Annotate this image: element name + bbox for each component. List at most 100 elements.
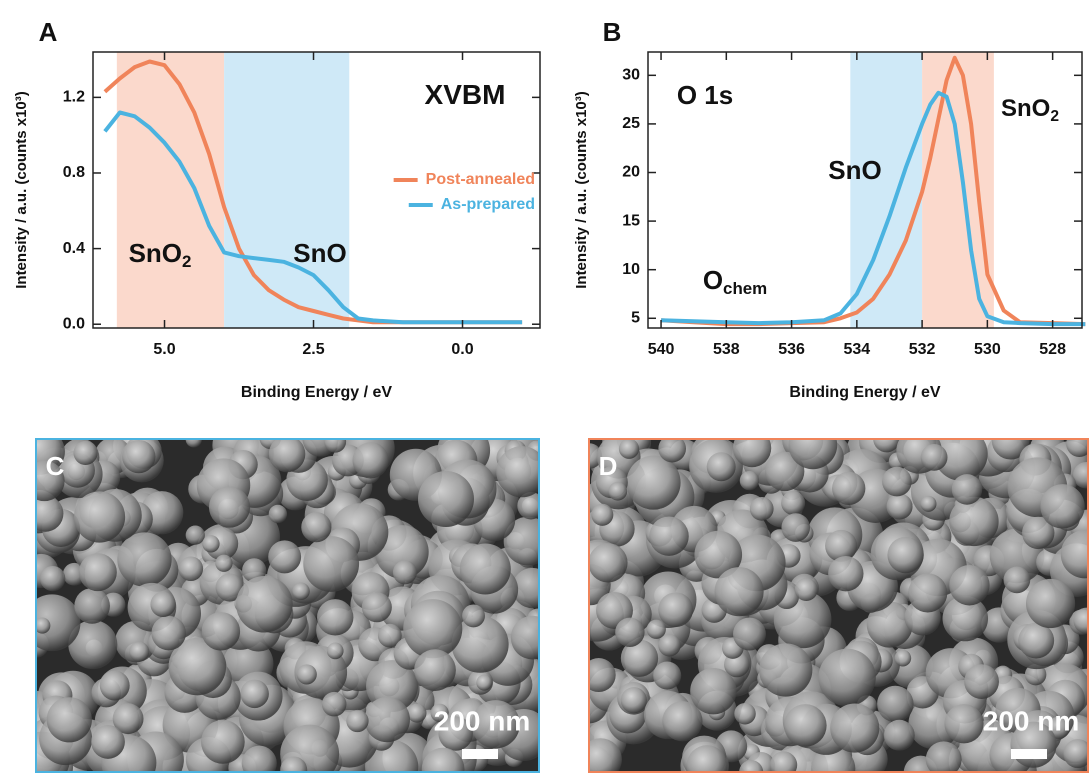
sem-particle — [73, 441, 97, 465]
sem-particle — [789, 421, 838, 470]
sem-particle — [818, 649, 875, 706]
sem-particle — [588, 543, 627, 582]
sem-particle — [784, 704, 827, 747]
sem-particle — [591, 504, 613, 526]
sem-particle — [240, 680, 269, 709]
annotation-text: XVBM — [425, 79, 506, 110]
x-axis-label: Binding Energy / eV — [789, 384, 940, 401]
sem-particle — [1040, 484, 1084, 528]
sem-particle — [74, 491, 125, 542]
sem-particle — [582, 658, 616, 692]
y-tick-label: 1.2 — [63, 89, 85, 106]
sem-particle — [759, 643, 812, 696]
sem-particle — [327, 643, 344, 660]
sem-particle — [621, 687, 647, 713]
sem-particle — [795, 578, 818, 601]
x-tick-label: 528 — [1039, 341, 1066, 358]
sem-particle — [236, 576, 293, 633]
annotation-text: O 1s — [677, 80, 733, 110]
sem-particle — [1018, 623, 1054, 659]
y-tick-label: 0.8 — [63, 164, 85, 181]
sem-particle — [887, 493, 913, 519]
sem-particle — [414, 649, 456, 691]
sem-particle — [887, 537, 923, 573]
annotation-text: SnO — [828, 155, 881, 185]
x-tick-label: 530 — [974, 341, 1001, 358]
panel-label: B — [603, 17, 622, 47]
sem-particle — [301, 512, 331, 542]
sem-particle — [346, 710, 368, 732]
sem-particle — [830, 704, 879, 753]
sem-particle — [952, 474, 983, 505]
sem-particle — [407, 704, 426, 723]
sem-particle — [647, 620, 666, 639]
annotation-text: SnO — [293, 238, 346, 268]
sem-particle — [734, 703, 756, 725]
x-tick-label: 2.5 — [302, 341, 324, 358]
sem-particle — [944, 704, 983, 743]
sem-particle — [608, 482, 627, 501]
shaded-region — [922, 52, 994, 328]
sem-particle — [79, 553, 117, 591]
annotation: SnO — [828, 155, 881, 185]
sem-particle — [750, 497, 774, 521]
y-tick-label: 0.4 — [63, 240, 85, 257]
sem-particle — [908, 573, 947, 612]
y-axis-label: Intensity / a.u. (counts x10³) — [573, 91, 590, 289]
sem-particle — [317, 599, 353, 635]
annotation-subscript: 2 — [182, 252, 191, 271]
sem-particle — [512, 568, 552, 608]
sem-particle — [895, 650, 912, 667]
sem-particle — [292, 583, 310, 601]
sem-particle — [619, 439, 639, 459]
sem-particle — [393, 560, 417, 584]
sem-particle — [269, 436, 306, 473]
sem-particle — [949, 565, 989, 605]
panel-label: C — [46, 451, 65, 481]
sem-particle — [150, 592, 175, 617]
sem-particle — [179, 556, 204, 581]
sem-particle — [462, 604, 485, 627]
x-tick-label: 0.0 — [451, 341, 473, 358]
sem-particle — [202, 612, 240, 650]
y-tick-label: 20 — [622, 164, 640, 181]
sem-particle — [877, 686, 913, 722]
sem-particle — [303, 536, 359, 592]
y-tick-label: 15 — [622, 212, 640, 229]
y-tick-label: 30 — [622, 67, 640, 84]
sem-particle — [1004, 567, 1031, 594]
annotation: SnO2 — [129, 238, 192, 271]
x-tick-label: 534 — [843, 341, 870, 358]
sem-particle — [129, 642, 149, 662]
panel-label: D — [599, 451, 618, 481]
sem-particle — [268, 540, 301, 573]
sem-particle — [615, 618, 644, 647]
sem-particle — [365, 697, 410, 742]
sem-particle — [707, 452, 736, 481]
annotation: Ochem — [703, 265, 767, 298]
scale-bar-label: 200 nm — [434, 705, 531, 736]
sem-particle — [202, 535, 219, 552]
x-tick-label: 536 — [778, 341, 805, 358]
sem-particle — [828, 556, 863, 591]
annotation-text: O — [703, 265, 723, 295]
sem-particle — [353, 442, 389, 478]
sem-particle — [100, 671, 130, 701]
sem-particle — [117, 532, 171, 586]
x-tick-label: 532 — [909, 341, 936, 358]
annotation-subscript: 2 — [1050, 108, 1059, 125]
y-tick-label: 10 — [622, 261, 640, 278]
x-tick-label: 540 — [648, 341, 675, 358]
shaded-region — [224, 52, 349, 328]
sem-particle — [418, 471, 474, 527]
sem-particle — [884, 720, 915, 751]
scale-bar-label: 200 nm — [983, 705, 1080, 736]
sem-particle — [658, 592, 693, 627]
sem-particle — [832, 472, 865, 505]
sem-particle — [626, 456, 680, 510]
annotation-text: SnO — [129, 238, 182, 268]
y-tick-label: 25 — [622, 115, 640, 132]
scale-bar — [1011, 749, 1047, 759]
annotation: SnO2 — [1001, 95, 1059, 125]
sem-particle — [24, 594, 81, 651]
